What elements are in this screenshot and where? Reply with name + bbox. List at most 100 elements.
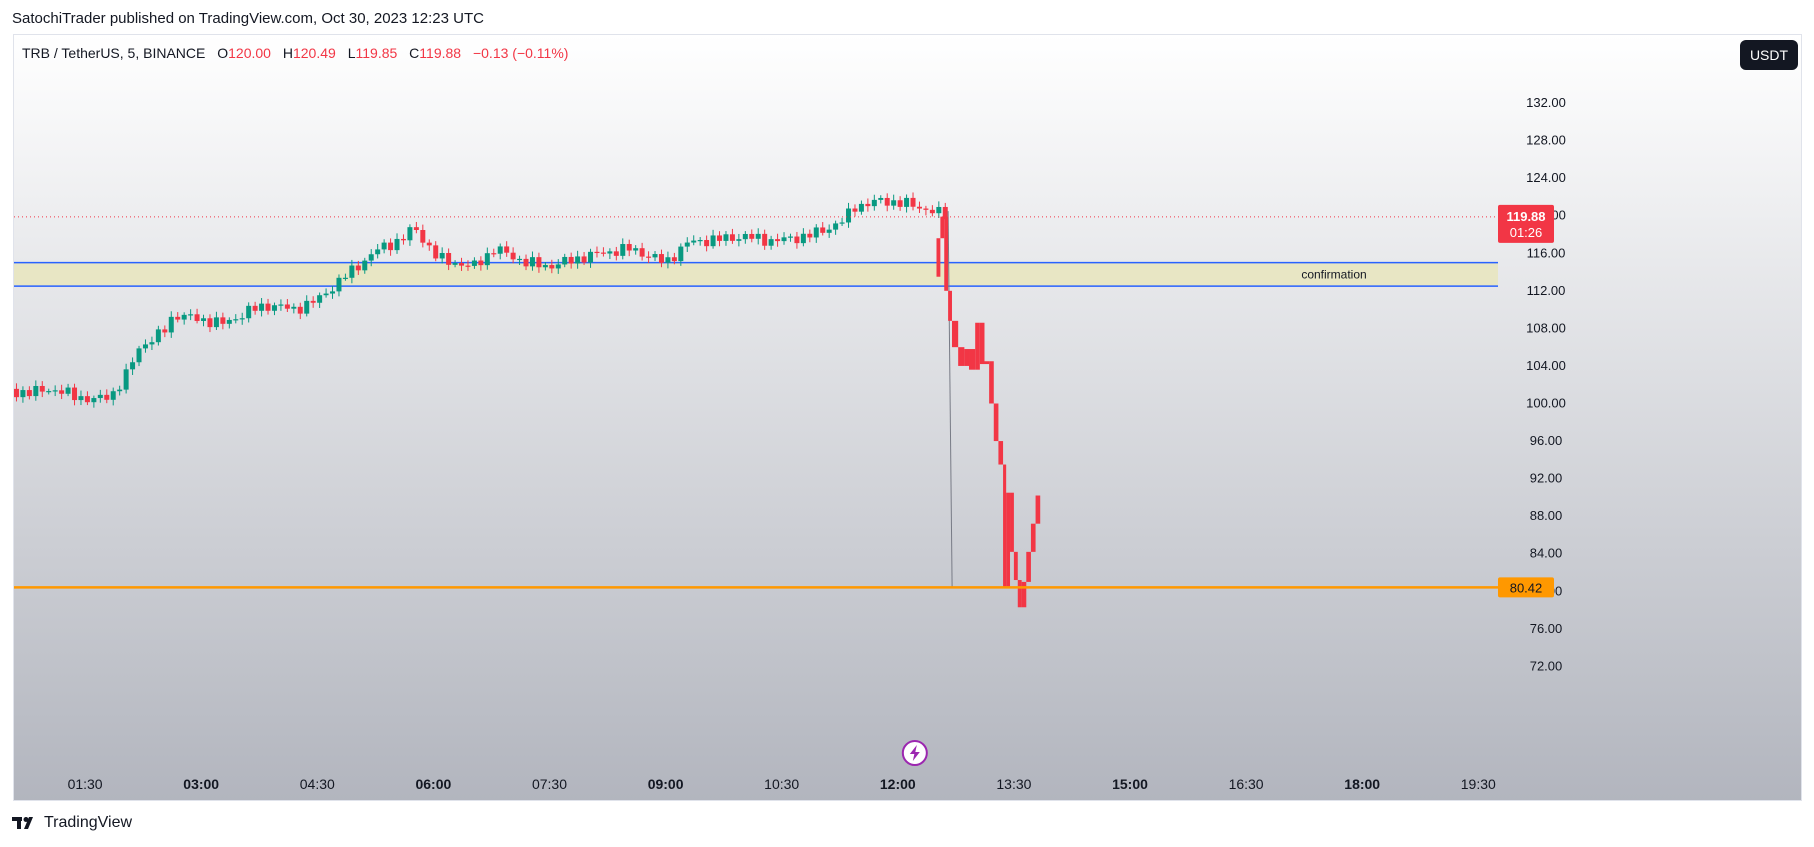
- x-tick-label: 16:30: [1229, 776, 1264, 792]
- candle-body: [684, 242, 690, 247]
- open-label: O: [217, 45, 229, 61]
- candle-body: [897, 200, 903, 207]
- candle-body: [20, 390, 26, 398]
- candle-body: [678, 246, 684, 262]
- y-tick-label: 128.00: [1526, 133, 1566, 148]
- candle-body: [304, 300, 310, 314]
- candle-body: [916, 206, 922, 209]
- candle-body: [646, 256, 652, 258]
- y-tick-label: 112.00: [1527, 283, 1566, 298]
- candle-body: [84, 396, 90, 403]
- support-price-value: 80.42: [1510, 580, 1543, 595]
- candle-body: [226, 319, 232, 324]
- y-tick-label: 108.00: [1526, 320, 1566, 335]
- candle-body: [368, 254, 374, 261]
- candle-body: [497, 246, 503, 254]
- y-tick-label: 88.00: [1530, 508, 1563, 523]
- crash-candle: [936, 238, 941, 277]
- candle-body: [742, 233, 748, 240]
- candle-body: [459, 263, 465, 266]
- x-tick-label: 06:00: [415, 776, 451, 792]
- tradingview-logo-icon: [12, 817, 33, 829]
- candle-body: [130, 362, 136, 370]
- candle-body: [117, 389, 123, 392]
- candle-body: [297, 306, 303, 314]
- candle-body: [33, 385, 39, 397]
- candle-body: [652, 254, 658, 258]
- chart-panel[interactable]: confirmation 72.0076.0080.0084.0088.0092…: [13, 34, 1802, 801]
- candle-body: [420, 229, 426, 243]
- candle-body: [407, 227, 413, 241]
- y-tick-label: 92.00: [1530, 471, 1563, 486]
- candle-body: [846, 208, 852, 223]
- candle-body: [736, 239, 742, 241]
- candle-body: [213, 317, 219, 328]
- symbol-name[interactable]: TRB / TetherUS, 5, BINANCE: [22, 45, 206, 61]
- candle-body: [884, 197, 890, 206]
- crash-candle: [984, 361, 990, 365]
- published-by-text: SatochiTrader published on TradingView.c…: [12, 10, 484, 27]
- crash-candle: [948, 290, 952, 321]
- candle-body: [504, 246, 510, 253]
- crash-candle: [993, 403, 999, 442]
- x-tick-label: 18:00: [1344, 776, 1380, 792]
- candle-body: [755, 233, 761, 239]
- last-price-value: 119.88: [1506, 209, 1545, 224]
- candle-body: [413, 227, 419, 230]
- candle-body: [265, 303, 271, 311]
- candle-body: [588, 251, 594, 263]
- candle-body: [858, 203, 864, 212]
- x-tick-label: 03:00: [183, 776, 219, 792]
- candle-body: [594, 251, 600, 254]
- candle-body: [201, 318, 207, 321]
- candle-body: [865, 203, 871, 207]
- candle-body: [523, 258, 529, 267]
- candle-body: [394, 238, 400, 251]
- candle-body: [330, 291, 336, 294]
- candle-body: [529, 257, 535, 267]
- candle-body: [581, 256, 587, 263]
- candle-body: [433, 245, 439, 259]
- candle-body: [665, 257, 671, 263]
- candle-body: [671, 257, 677, 262]
- candle-body: [871, 199, 877, 207]
- last-price-countdown: 01:26: [1510, 225, 1543, 240]
- crash-candle: [1026, 551, 1031, 582]
- candle-body: [136, 348, 142, 363]
- y-tick-label: 96.00: [1530, 433, 1563, 448]
- y-tick-label: 76.00: [1530, 621, 1563, 636]
- candle-body: [852, 208, 858, 212]
- candle-body: [323, 293, 329, 296]
- price-chart[interactable]: confirmation 72.0076.0080.0084.0088.0092…: [14, 35, 1802, 801]
- candle-body: [291, 306, 297, 309]
- candle-body: [891, 200, 897, 206]
- candle-body: [278, 304, 284, 306]
- candle-body: [942, 206, 948, 220]
- candle-body: [149, 342, 155, 345]
- candle-body: [355, 265, 361, 271]
- crash-candle: [964, 349, 970, 366]
- x-tick-label: 15:00: [1112, 776, 1148, 792]
- x-tick-label: 07:30: [532, 776, 567, 792]
- candle-body: [207, 318, 213, 328]
- currency-button[interactable]: USDT: [1740, 40, 1798, 70]
- candle-body: [697, 240, 703, 242]
- y-tick-label: 72.00: [1530, 658, 1563, 673]
- candle-body: [929, 209, 935, 214]
- candle-body: [691, 240, 697, 243]
- candle-body: [710, 235, 716, 247]
- crash-candle: [1010, 492, 1014, 552]
- candle-body: [284, 304, 290, 309]
- candle-body: [446, 252, 452, 265]
- candle-body: [787, 236, 793, 238]
- tradingview-brand[interactable]: TradingView: [12, 814, 132, 832]
- candle-body: [342, 277, 348, 279]
- candle-body: [575, 256, 581, 264]
- candle-body: [620, 244, 626, 256]
- candle-body: [658, 254, 664, 263]
- crash-candle: [1035, 495, 1041, 524]
- y-tick-label: 100.00: [1526, 396, 1566, 411]
- candle-body: [826, 229, 832, 233]
- candle-body: [362, 260, 368, 271]
- crash-candle: [1013, 551, 1018, 581]
